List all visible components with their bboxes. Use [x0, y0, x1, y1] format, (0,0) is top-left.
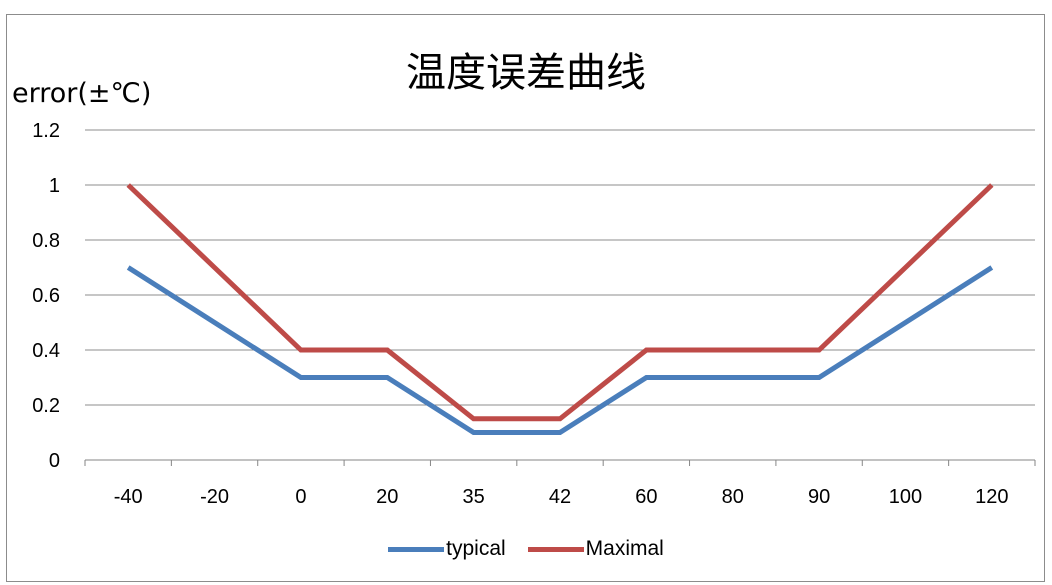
y-tick-label: 0.8: [32, 230, 60, 252]
x-tick-label: -40: [114, 486, 143, 508]
legend-swatch: [388, 546, 445, 552]
x-tick-label: 35: [463, 486, 485, 508]
y-tick-label: 0: [49, 450, 60, 472]
legend-item-maximal: Maximal: [527, 537, 664, 561]
legend-label: Maximal: [585, 537, 664, 560]
x-tick-label: -20: [200, 486, 229, 508]
x-tick-label: 90: [808, 486, 830, 508]
legend-item-typical: typical: [388, 537, 506, 561]
legend-label: typical: [446, 537, 506, 560]
chart-title: 温度误差曲线: [406, 50, 646, 96]
y-tick-label: 0.4: [32, 340, 60, 362]
y-tick-label: 1.2: [32, 120, 60, 142]
y-tick-label: 0.2: [32, 395, 60, 417]
series-line-maximal: [126, 183, 994, 422]
legend-swatch: [527, 546, 584, 552]
x-tick-label: 20: [376, 486, 398, 508]
x-tick-label: 0: [295, 486, 306, 508]
y-tick-label: 1: [49, 175, 60, 197]
y-tick-label: 0.6: [32, 285, 60, 307]
y-axis-title: error(±℃): [12, 78, 152, 109]
chart-legend: typical Maximal: [0, 537, 1052, 561]
x-tick-label: 60: [635, 486, 657, 508]
x-tick-label: 100: [889, 486, 922, 508]
x-tick-label: 42: [549, 486, 571, 508]
x-tick-label: 80: [722, 486, 744, 508]
x-tick-label: 120: [975, 486, 1008, 508]
